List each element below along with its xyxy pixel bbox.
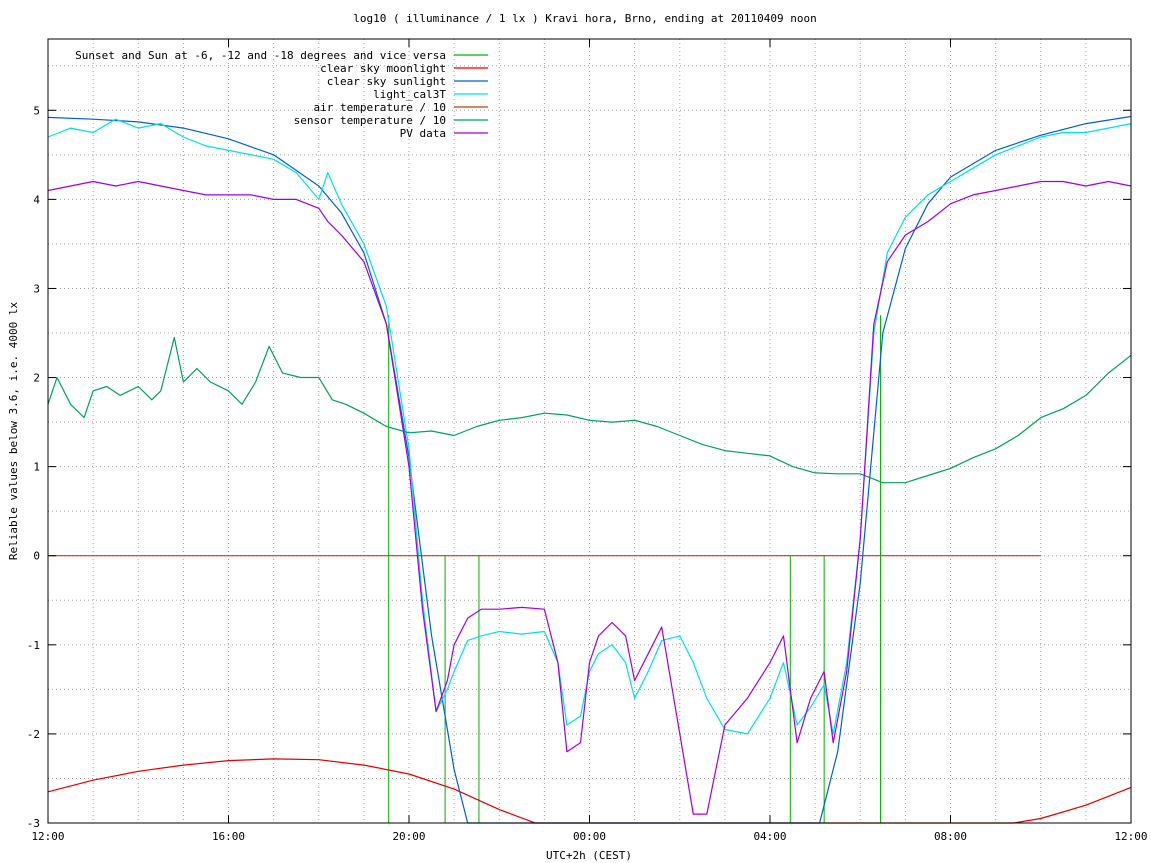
series-5-line xyxy=(47,336,1132,484)
series-6-line xyxy=(47,180,1132,815)
legend-entry-label: light_cal3T xyxy=(373,88,446,101)
x-tick-label: 08:00 xyxy=(934,830,967,843)
legend-entry-label: sensor temperature / 10 xyxy=(294,114,446,127)
tick-marks: 12:00 16:00 20:00 00:00 04:00 08:00 12:00-3-2-… xyxy=(27,39,1148,843)
x-axis-label: UTC+2h (CEST) xyxy=(546,849,632,862)
y-tick-label: 0 xyxy=(33,550,40,563)
series-3-line xyxy=(47,118,1132,735)
x-tick-label: 12:00 xyxy=(31,830,64,843)
legend-entry-label: PV data xyxy=(400,127,446,140)
series-0-vlines xyxy=(388,315,882,823)
legend-entry-label: air temperature / 10 xyxy=(314,101,446,114)
legend: Sunset and Sun at -6, -12 and -18 degree… xyxy=(75,49,488,140)
legend-entry-label: clear sky sunlight xyxy=(327,75,446,88)
y-axis-label: Reliable values below 3.6, i.e. 4000 lx xyxy=(7,301,20,560)
y-tick-label: 4 xyxy=(33,193,40,206)
series-1-line xyxy=(47,758,1132,824)
y-tick-label: 1 xyxy=(33,461,40,474)
y-tick-label: -2 xyxy=(27,728,40,741)
y-tick-label: -3 xyxy=(27,817,40,830)
x-tick-label: 20:00 xyxy=(392,830,425,843)
y-tick-label: -1 xyxy=(27,639,40,652)
y-tick-label: 2 xyxy=(33,372,40,385)
x-tick-label: 00:00 xyxy=(573,830,606,843)
x-tick-label: 04:00 xyxy=(753,830,786,843)
chart-title: log10 ( illuminance / 1 lx ) Kravi hora,… xyxy=(353,12,817,25)
series-group xyxy=(47,115,1132,824)
series-2-line xyxy=(47,115,1132,824)
y-tick-label: 3 xyxy=(33,282,40,295)
legend-entry-label: clear sky moonlight xyxy=(320,62,446,75)
x-tick-label: 16:00 xyxy=(212,830,245,843)
legend-entry-label: Sunset and Sun at -6, -12 and -18 degree… xyxy=(75,49,446,62)
y-tick-label: 5 xyxy=(33,104,40,117)
x-tick-label: 12:00 xyxy=(1114,830,1147,843)
